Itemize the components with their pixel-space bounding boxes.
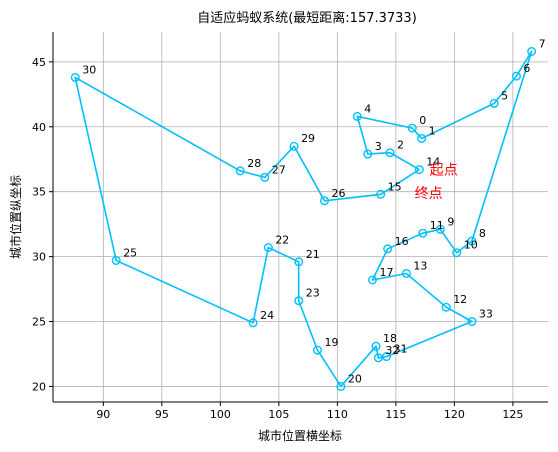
city-label-28: 28 (247, 157, 261, 170)
city-label-7: 7 (539, 37, 546, 50)
x-tick-label: 125 (502, 408, 523, 421)
city-point-10 (452, 248, 462, 258)
city-point-24 (248, 318, 258, 328)
city-label-21: 21 (306, 248, 320, 261)
city-point-8 (467, 236, 477, 246)
city-point-0 (407, 123, 417, 133)
city-point-27 (260, 172, 270, 182)
city-point-32 (373, 353, 383, 363)
city-point-23 (294, 296, 304, 306)
city-point-11 (418, 228, 428, 238)
x-tick-label: 105 (268, 408, 289, 421)
city-label-2: 2 (397, 139, 404, 152)
city-label-20: 20 (348, 372, 362, 385)
city-label-22: 22 (275, 234, 289, 247)
city-label-16: 16 (395, 235, 409, 248)
city-point-31 (382, 352, 392, 362)
city-point-26 (319, 196, 329, 206)
city-point-33 (467, 317, 477, 327)
x-tick-label: 110 (327, 408, 348, 421)
city-point-4 (352, 111, 362, 121)
x-tick-label: 90 (96, 408, 110, 421)
city-points (70, 46, 537, 391)
city-point-12 (441, 302, 451, 312)
city-label-19: 19 (324, 336, 338, 349)
city-point-3 (363, 149, 373, 159)
city-label-26: 26 (331, 187, 345, 200)
city-point-17 (367, 275, 377, 285)
city-label-9: 9 (447, 215, 454, 228)
city-label-33: 33 (479, 308, 493, 321)
city-label-25: 25 (123, 246, 137, 259)
city-point-5 (489, 98, 499, 108)
city-label-3: 3 (375, 140, 382, 153)
city-label-24: 24 (260, 309, 274, 322)
city-point-20 (336, 381, 346, 391)
city-label-18: 18 (383, 332, 397, 345)
city-point-2 (385, 148, 395, 158)
x-axis-label: 城市位置横坐标 (258, 428, 342, 443)
city-label-11: 11 (430, 219, 444, 232)
city-label-5: 5 (501, 89, 508, 102)
city-label-32: 32 (385, 344, 399, 357)
city-label-4: 4 (364, 102, 371, 115)
city-point-14 (414, 165, 424, 175)
y-tick-label: 35 (32, 186, 46, 199)
y-tick-label: 40 (32, 121, 46, 134)
route-path (74, 50, 533, 388)
x-tick-label: 115 (385, 408, 406, 421)
city-point-15 (376, 189, 386, 199)
city-point-25 (111, 255, 121, 265)
city-label-30: 30 (82, 63, 96, 76)
y-tick-label: 25 (32, 316, 46, 329)
city-point-28 (235, 166, 245, 176)
city-label-13: 13 (413, 259, 427, 272)
city-labels: 0123456789101112131415161718192021222324… (82, 37, 545, 385)
city-label-23: 23 (306, 287, 320, 300)
city-label-1: 1 (429, 124, 436, 137)
city-point-1 (417, 133, 427, 143)
city-label-27: 27 (272, 163, 286, 176)
city-label-17: 17 (379, 266, 393, 279)
city-point-19 (312, 345, 322, 355)
route-line (74, 50, 533, 388)
city-label-10: 10 (464, 239, 478, 252)
grid (53, 32, 548, 402)
x-tick-label: 95 (155, 408, 169, 421)
city-label-6: 6 (523, 62, 530, 75)
city-point-21 (294, 257, 304, 267)
city-point-30 (70, 72, 80, 82)
end-annotation: 终点 (415, 186, 443, 202)
city-label-8: 8 (479, 227, 486, 240)
y-axis-label: 城市位置纵坐标 (8, 175, 23, 259)
y-tick-label: 30 (32, 251, 46, 264)
city-point-6 (511, 71, 521, 81)
y-tick-label: 45 (32, 56, 46, 69)
city-label-14: 14 (426, 156, 440, 169)
city-label-31: 31 (394, 343, 408, 356)
axes (52, 32, 548, 403)
city-point-9 (435, 224, 445, 234)
city-label-29: 29 (301, 132, 315, 145)
city-point-22 (263, 243, 273, 253)
city-label-12: 12 (453, 293, 467, 306)
city-label-15: 15 (388, 180, 402, 193)
start-annotation: 起点 (430, 163, 458, 179)
city-point-16 (383, 244, 393, 254)
city-label-0: 0 (419, 114, 426, 127)
city-point-29 (289, 141, 299, 151)
x-tick-label: 120 (444, 408, 465, 421)
city-point-13 (401, 268, 411, 278)
y-tick-label: 20 (32, 380, 46, 393)
city-point-7 (527, 46, 537, 56)
x-tick-label: 100 (210, 408, 231, 421)
city-point-18 (371, 341, 381, 351)
chart-title: 自适应蚂蚁系统(最短距离:157.3733) (197, 10, 417, 26)
